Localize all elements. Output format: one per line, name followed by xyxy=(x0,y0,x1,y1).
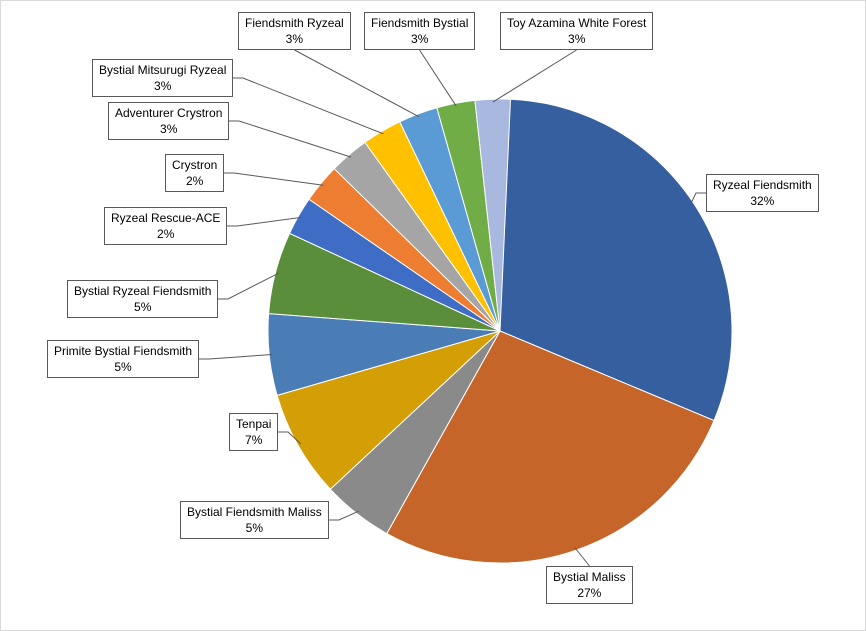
data-label-category: Bystial Mitsurugi Ryzeal xyxy=(99,63,227,77)
leader-line xyxy=(229,120,352,158)
data-label: Bystial Ryzeal Fiendsmith 5% xyxy=(67,280,219,318)
data-label-category: Fiendsmith Bystial xyxy=(371,16,469,30)
data-label-category: Adventurer Crystron xyxy=(115,106,223,120)
data-label-percent: 3% xyxy=(568,32,586,46)
data-label: Toy Azamina White Forest 3% xyxy=(500,12,654,50)
data-label: Bystial Maliss 27% xyxy=(546,566,633,604)
data-label-percent: 2% xyxy=(186,174,204,188)
data-label: Adventurer Crystron 3% xyxy=(108,102,230,140)
data-label-percent: 2% xyxy=(157,227,175,241)
data-label-percent: 5% xyxy=(114,360,132,374)
data-label: Primite Bystial Fiendsmith 5% xyxy=(47,340,200,378)
leader-line xyxy=(294,49,420,118)
data-label: Bystial Mitsurugi Ryzeal 3% xyxy=(92,59,234,97)
leader-line xyxy=(329,510,359,521)
data-label-category: Ryzeal Fiendsmith xyxy=(713,178,812,192)
leader-line xyxy=(233,77,384,135)
data-label-category: Fiendsmith Ryzeal xyxy=(245,16,344,30)
data-label-category: Bystial Ryzeal Fiendsmith xyxy=(74,284,212,298)
leader-line xyxy=(199,354,273,360)
data-label-category: Crystron xyxy=(172,158,218,172)
data-label: Ryzeal Fiendsmith 32% xyxy=(706,174,819,212)
data-label-category: Bystial Maliss xyxy=(553,570,626,584)
leader-line xyxy=(218,272,279,300)
leader-line xyxy=(278,431,302,445)
data-label-category: Primite Bystial Fiendsmith xyxy=(54,344,193,358)
data-label-category: Bystial Fiendsmith Maliss xyxy=(187,505,322,519)
data-label-category: Toy Azamina White Forest xyxy=(507,16,647,30)
data-label-percent: 3% xyxy=(160,122,178,136)
leader-line xyxy=(419,49,457,107)
data-label: Bystial Fiendsmith Maliss 5% xyxy=(180,501,329,539)
data-label-percent: 7% xyxy=(245,433,263,447)
data-label-percent: 3% xyxy=(285,32,304,46)
data-label-percent: 5% xyxy=(134,300,152,314)
pie-slice xyxy=(474,98,512,332)
leader-line xyxy=(227,216,302,227)
leader-line xyxy=(492,49,577,103)
pie-slice xyxy=(276,330,501,490)
data-label: Ryzeal Rescue-ACE 2% xyxy=(104,207,228,245)
pie-slice xyxy=(499,98,733,422)
data-label-percent: 27% xyxy=(577,586,602,600)
leader-line xyxy=(224,172,324,186)
leader-line xyxy=(690,192,706,205)
data-label-percent: 32% xyxy=(750,194,775,208)
data-label: Tenpai 7% xyxy=(229,413,279,451)
data-label: Crystron 2% xyxy=(165,154,225,192)
data-label-category: Tenpai xyxy=(236,417,272,431)
data-label-percent: 3% xyxy=(154,79,172,93)
pie-slice xyxy=(386,330,715,564)
data-label: Fiendsmith Ryzeal 3% xyxy=(238,12,351,50)
data-label-percent: 5% xyxy=(245,521,264,535)
leader-line xyxy=(574,547,590,567)
data-label: Fiendsmith Bystial 3% xyxy=(364,12,476,50)
data-label-percent: 3% xyxy=(411,32,429,46)
data-label-category: Ryzeal Rescue-ACE xyxy=(111,211,221,225)
